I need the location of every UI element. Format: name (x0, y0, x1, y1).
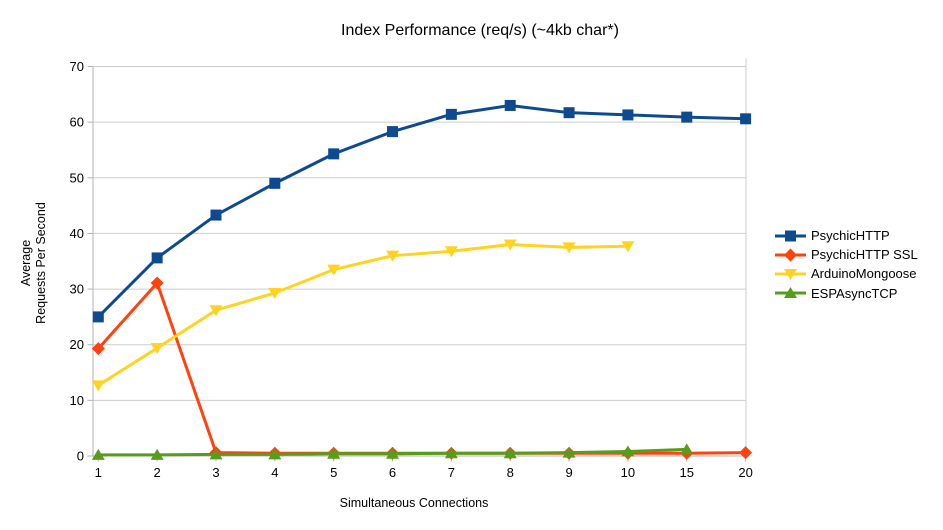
series-marker-psychichttp-ssl (91, 342, 105, 356)
series-marker-arduinomongoose (444, 246, 458, 258)
y-tick-label: 30 (70, 282, 84, 297)
series-marker-espasynctcp (444, 447, 458, 459)
series-marker-arduinomongoose (562, 242, 576, 254)
x-tick-label: 7 (448, 465, 455, 480)
legend-label: PsychicHTTP (811, 228, 890, 244)
x-tick-label: 15 (680, 465, 694, 480)
y-tick-label: 40 (70, 226, 84, 241)
x-axis-title: Simultaneous Connections (339, 496, 489, 510)
legend-item: ESPAsyncTCP (775, 284, 918, 303)
series-marker-espasynctcp (91, 448, 105, 460)
series-marker-espasynctcp (386, 447, 400, 459)
legend-label: ESPAsyncTCP (811, 285, 898, 301)
series-marker-psychichttp (445, 108, 457, 120)
y-tick-label: 10 (70, 393, 84, 408)
series-marker-arduinomongoose (327, 264, 341, 276)
legend-label: ArduinoMongoose (811, 266, 917, 282)
series-marker-espasynctcp (209, 448, 223, 460)
series-marker-arduinomongoose (268, 287, 282, 299)
y-tick-label: 20 (70, 337, 84, 352)
series-marker-espasynctcp (503, 447, 517, 459)
series-marker-psychichttp (92, 311, 104, 323)
series-marker-arduinomongoose (150, 343, 164, 355)
series-marker-espasynctcp (680, 443, 694, 455)
x-tick-label: 6 (389, 465, 396, 480)
legend-label: PsychicHTTP SSL (811, 247, 918, 263)
x-tick-label: 9 (565, 465, 572, 480)
series-marker-psychichttp (387, 126, 399, 138)
chart-title: Index Performance (req/s) (~4kb char*) (341, 22, 619, 39)
legend-diamond-icon (775, 248, 806, 262)
series-marker-psychichttp (740, 113, 752, 125)
series-line-psychichttp (97, 103, 746, 318)
x-tick-label: 5 (330, 465, 337, 480)
legend-item: PsychicHTTP SSL (775, 245, 918, 264)
series-marker-arduinomongoose (503, 239, 517, 251)
series-marker-espasynctcp (621, 445, 635, 457)
series-line-arduinomongoose (97, 243, 628, 387)
y-tick-label: 50 (70, 170, 84, 185)
series-marker-espasynctcp (327, 447, 341, 459)
series-marker-psychichttp (504, 99, 516, 111)
x-tick-label: 20 (738, 465, 752, 480)
legend: PsychicHTTP PsychicHTTP SSL ArduinoMongoos… (775, 226, 918, 303)
series-marker-psychichttp (563, 107, 575, 119)
series-marker-espasynctcp (150, 448, 164, 460)
series-marker-arduinomongoose (91, 380, 105, 392)
series-marker-psychichttp (151, 252, 163, 264)
series-marker-psychichttp (681, 111, 693, 123)
y-tick-label: 0 (77, 449, 84, 464)
legend-triangle-down-icon (775, 268, 806, 280)
series-line-psychichttp-ssl (97, 281, 746, 455)
series-marker-espasynctcp (562, 446, 576, 458)
y-tick-label: 70 (70, 59, 84, 74)
series-marker-psychichttp-ssl (739, 446, 753, 460)
x-tick-label: 8 (507, 465, 514, 480)
series-marker-espasynctcp (268, 448, 282, 460)
series-marker-psychichttp (622, 109, 634, 121)
y-tick-label: 60 (70, 115, 84, 130)
x-tick-label: 1 (95, 465, 102, 480)
series-marker-arduinomongoose (209, 305, 223, 317)
series-marker-psychichttp (269, 177, 281, 189)
legend-item: PsychicHTTP (775, 226, 918, 245)
series-marker-psychichttp (210, 209, 222, 221)
series-marker-arduinomongoose (621, 241, 635, 253)
legend-triangle-up-icon (775, 287, 806, 299)
legend-square-icon (775, 230, 806, 242)
legend-item: ArduinoMongoose (775, 264, 918, 283)
x-tick-label: 2 (154, 465, 161, 480)
x-tick-label: 10 (621, 465, 635, 480)
series-marker-psychichttp-ssl (150, 276, 164, 290)
x-tick-label: 4 (271, 465, 278, 480)
series-marker-arduinomongoose (386, 250, 400, 262)
x-tick-label: 3 (212, 465, 219, 480)
series-marker-psychichttp (328, 148, 340, 160)
